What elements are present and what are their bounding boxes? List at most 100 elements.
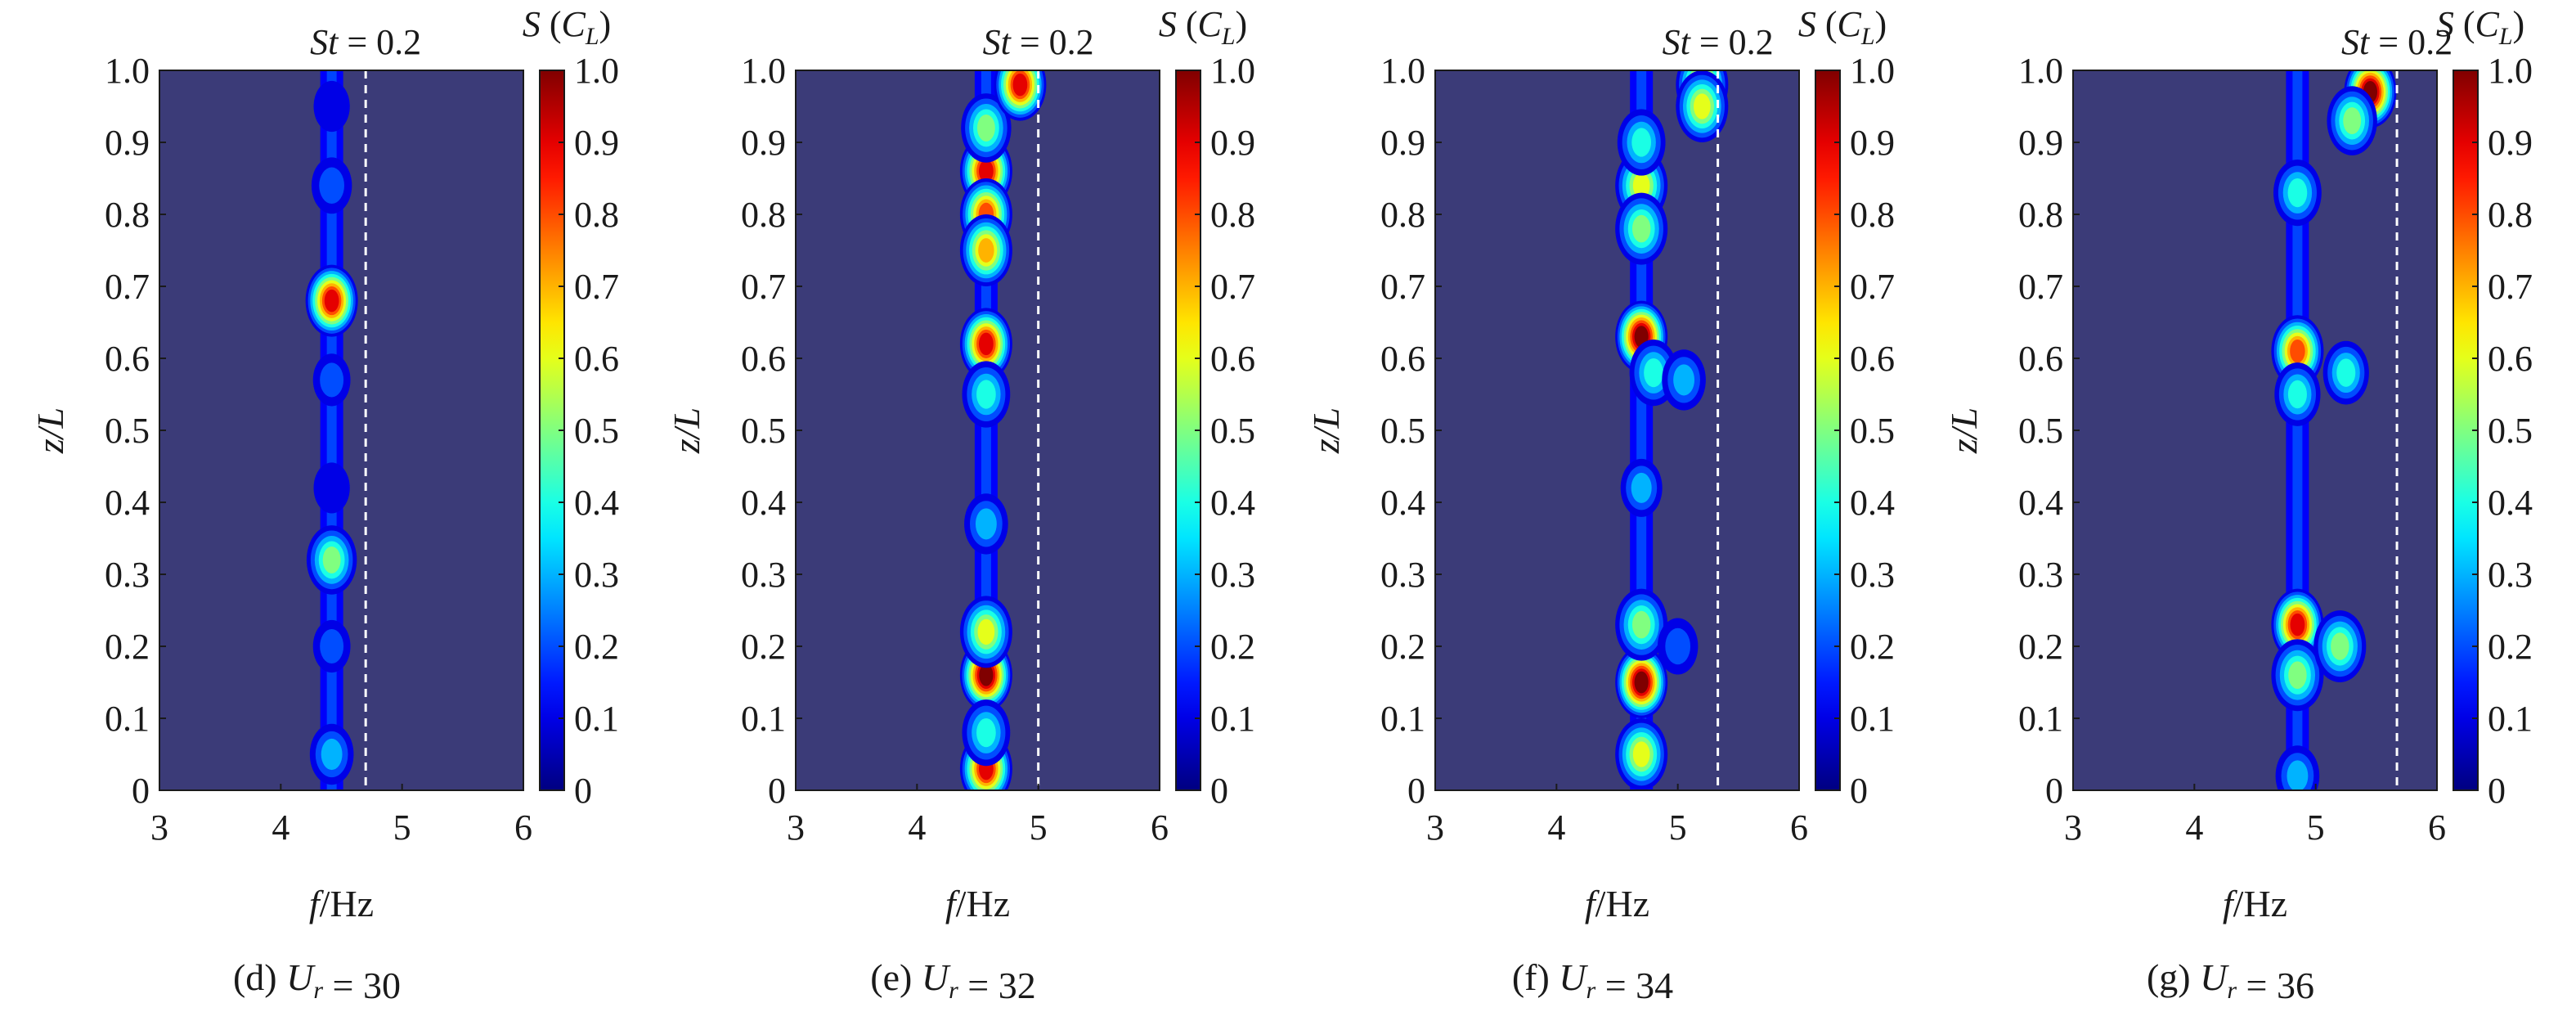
colorbar-label: S (CL) (523, 4, 611, 50)
colorbar-tick-label: 0.4 (1210, 483, 1255, 523)
x-tick-label: 5 (1669, 807, 1687, 848)
colorbar-tick-label: 0.2 (574, 627, 619, 667)
y-tick-label: 0.5 (2018, 411, 2063, 451)
x-axis-label: f/Hz (309, 883, 374, 924)
y-tick-label: 0.1 (105, 699, 150, 739)
peak-2 (2327, 86, 2377, 155)
colorbar: 0 0.1 0.2 0.3 0.4 0.5 0.6 0.7 0.8 0.9 1.0S (CL) (523, 4, 619, 811)
peak-1 (305, 264, 358, 337)
y-tick-label: 0.4 (741, 483, 786, 523)
st-label: St = 0.2 (310, 22, 421, 62)
peak-5 (312, 353, 351, 407)
panels-group: St = 0.2 0 0.1 0.2 0.3 0.4 0.5 0.6 0.7 0.8 0.9 1.0 3… (29, 4, 2533, 1006)
colorbar-tick-label: 0.2 (2488, 627, 2533, 667)
peak-6 (313, 462, 350, 514)
panel-caption: (f) Ur = 34 (1512, 956, 1673, 1006)
y-tick-label: 0.4 (105, 483, 150, 523)
st-label: St = 0.2 (983, 22, 1094, 62)
colorbar-tick-label: 0.8 (574, 195, 619, 235)
x-tick-label: 6 (2428, 807, 2446, 848)
y-tick-label: 0.5 (1380, 411, 1425, 451)
colorbar-tick-label: 0 (2488, 771, 2506, 811)
colorbar-tick-label: 1.0 (2488, 51, 2533, 91)
colorbar-tick-label: 0.7 (2488, 267, 2533, 307)
x-axis-label: f/Hz (2223, 883, 2287, 924)
peak-4 (311, 157, 352, 214)
colorbar-tick-label: 0.7 (1210, 267, 1255, 307)
colorbar-tick-label: 0.7 (1850, 267, 1895, 307)
colorbar-tick-label: 0.2 (1850, 627, 1895, 667)
colorbar-tick-label: 0.6 (2488, 339, 2533, 379)
colorbar-label: S (CL) (2436, 4, 2524, 50)
colorbar-tick-label: 0.6 (1850, 339, 1895, 379)
colorbar-tick-label: 0.9 (2488, 123, 2533, 163)
peak-5 (1676, 70, 1729, 142)
y-tick-label: 0.2 (105, 627, 150, 667)
peak-12 (1615, 718, 1668, 790)
colorbar-tick-label: 0.8 (1850, 195, 1895, 235)
dominant-band-core (326, 70, 337, 790)
y-tick-label: 0 (2045, 771, 2063, 811)
y-tick-label: 0.7 (105, 267, 150, 307)
y-tick-label: 0.8 (2018, 195, 2063, 235)
colorbar-tick-label: 0.4 (1850, 483, 1895, 523)
peak-3 (959, 214, 1012, 286)
x-tick-label: 4 (1547, 807, 1565, 848)
colorbar-tick-label: 0.6 (574, 339, 619, 379)
peak-10 (959, 596, 1012, 668)
y-tick-label: 1.0 (105, 51, 150, 91)
x-axis-label: f/Hz (1585, 883, 1649, 924)
y-tick-label: 0.9 (2018, 123, 2063, 163)
peak-9 (2313, 610, 2367, 682)
x-tick-label: 3 (2064, 807, 2082, 848)
y-tick-label: 0.5 (105, 411, 150, 451)
y-tick-label: 0.3 (1380, 555, 1425, 595)
colorbar-tick-label: 0.9 (1210, 123, 1255, 163)
y-tick-label: 0.7 (741, 267, 786, 307)
y-tick-label: 0.8 (105, 195, 150, 235)
colorbar-tick-label: 0.4 (574, 483, 619, 523)
colorbar-label: S (CL) (1798, 4, 1887, 50)
colorbar-tick-label: 1.0 (1850, 51, 1895, 91)
y-tick-label: 0 (132, 771, 150, 811)
colorbar-tick-label: 0.6 (1210, 339, 1255, 379)
heat-layer (2271, 70, 2397, 790)
colorbar-tick-label: 0.8 (1210, 195, 1255, 235)
y-axis-label: z/L (1305, 407, 1347, 454)
colorbar-tick-label: 0.3 (2488, 555, 2533, 595)
peak-13 (1657, 618, 1699, 675)
colorbar-tick-label: 0.4 (2488, 483, 2533, 523)
peak-7 (962, 361, 1011, 428)
x-tick-label: 3 (787, 807, 805, 848)
y-tick-label: 0 (768, 771, 786, 811)
y-tick-label: 0.1 (1380, 699, 1425, 739)
x-tick-label: 6 (1151, 807, 1169, 848)
panel-1: St = 0.2 0 0.1 0.2 0.3 0.4 0.5 0.6 0.7 0.8 0.9 1.0 3… (29, 4, 619, 1006)
st-label: St = 0.2 (2341, 22, 2453, 62)
y-tick-label: 0 (1407, 771, 1425, 811)
y-tick-label: 0.9 (1380, 123, 1425, 163)
colorbar-tick-label: 0 (574, 771, 592, 811)
peak-8 (313, 80, 350, 133)
y-tick-label: 0.4 (2018, 483, 2063, 523)
x-tick-label: 4 (2185, 807, 2203, 848)
colorbar-tick-label: 0 (1210, 771, 1228, 811)
colorbar-label: S (CL) (1159, 4, 1247, 50)
colorbar-tick-label: 0.2 (1210, 627, 1255, 667)
y-tick-label: 0.2 (741, 627, 786, 667)
colorbar-tick-label: 0.8 (2488, 195, 2533, 235)
y-tick-label: 1.0 (2018, 51, 2063, 91)
y-tick-label: 0.6 (105, 339, 150, 379)
x-tick-label: 3 (1426, 807, 1444, 848)
y-tick-label: 1.0 (1380, 51, 1425, 91)
colorbar-tick-label: 0.5 (1850, 411, 1895, 451)
colorbar-tick-label: 0.1 (1210, 699, 1255, 739)
x-tick-label: 5 (1030, 807, 1048, 848)
heat-layer (305, 70, 358, 790)
colorbar-tick-label: 0.9 (574, 123, 619, 163)
y-axis-label: z/L (29, 407, 71, 454)
heat-layer (959, 70, 1047, 790)
y-tick-label: 0.8 (1380, 195, 1425, 235)
colorbar-tick-label: 0.9 (1850, 123, 1895, 163)
peak-12 (962, 699, 1011, 767)
